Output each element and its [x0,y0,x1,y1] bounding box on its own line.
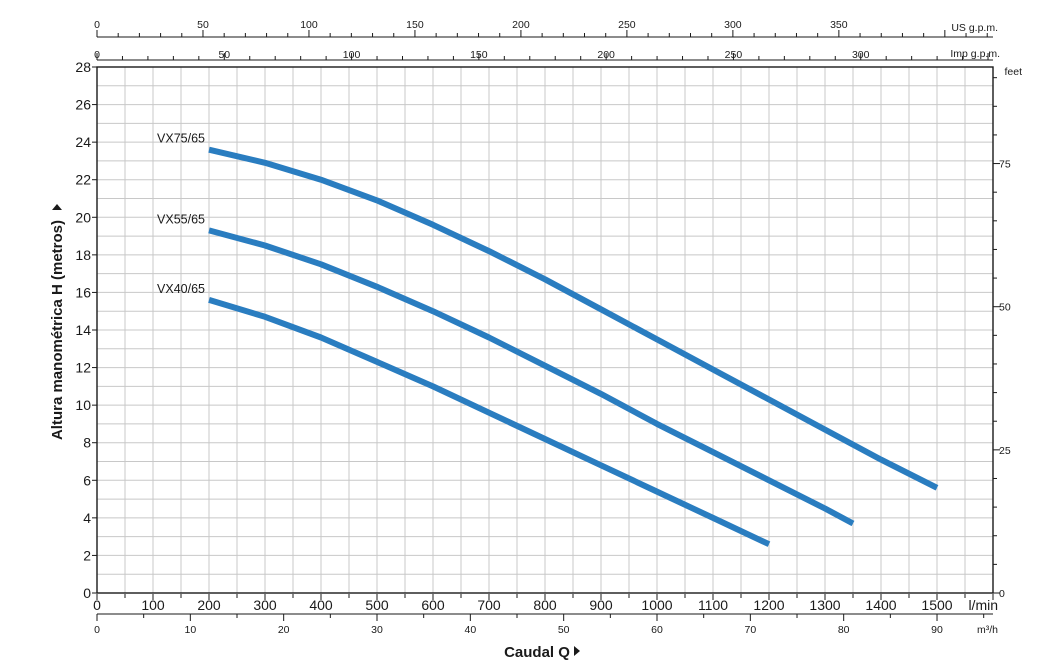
m3h-unit-label: m³/h [977,624,998,636]
x-tick-label: 0 [93,597,101,613]
series-line-0 [208,146,939,491]
m3h-tick-label: 20 [278,624,290,636]
m3h-tick-label: 40 [464,624,476,636]
x-unit-label: l/min [968,597,998,613]
x-tick-label: 700 [477,597,501,613]
m3h-tick-label: 50 [558,624,570,636]
feet-tick-label: 25 [999,445,1011,457]
x-tick-label: 800 [533,597,557,613]
x-tick-label: 1200 [753,597,784,613]
series-label-2: VX40/65 [157,282,205,296]
x-tick-label: 1500 [921,597,952,613]
imp-gpm-tick-label: 0 [94,49,100,61]
m3h-tick-label: 90 [931,624,943,636]
series-label-1: VX55/65 [157,212,205,226]
us-gpm-tick-label: 50 [197,19,209,31]
y-axis-title: Altura manométrica H (metros) [49,220,66,440]
y-tick-label: 10 [75,397,91,413]
series-label-0: VX75/65 [157,132,205,146]
feet-unit-label: feet [1004,66,1022,78]
feet-tick-label: 50 [999,302,1011,314]
imp-gpm-tick-label: 150 [470,49,488,61]
series-line-2 [208,297,771,547]
y-tick-label: 26 [75,97,91,113]
y-tick-label: 28 [75,59,91,75]
imp-gpm-unit-label: Imp g.p.m. [950,48,1000,60]
x-tick-label: 1300 [809,597,840,613]
y-tick-label: 22 [75,172,91,188]
x-tick-label: 1100 [698,597,728,613]
m3h-tick-label: 0 [94,624,100,636]
x-tick-label: 300 [253,597,277,613]
m3h-tick-label: 70 [745,624,757,636]
y-tick-label: 0 [83,585,91,601]
x-tick-label: 100 [141,597,165,613]
x-tick-label: 1400 [865,597,896,613]
us-gpm-tick-label: 0 [94,19,100,31]
y-tick-label: 4 [83,510,91,526]
imp-gpm-tick-label: 50 [218,49,230,61]
y-tick-label: 12 [75,360,91,376]
x-tick-label: 600 [421,597,445,613]
x-axis-title: Caudal Q [504,644,570,661]
us-gpm-tick-label: 200 [512,19,530,31]
feet-tick-label: 75 [999,159,1011,171]
us-gpm-tick-label: 350 [830,19,848,31]
x-tick-label: 400 [309,597,333,613]
m3h-tick-label: 80 [838,624,850,636]
y-axis-arrow-icon [52,204,62,210]
imp-gpm-tick-label: 200 [597,49,615,61]
y-tick-label: 18 [75,247,91,263]
us-gpm-tick-label: 100 [300,19,318,31]
y-tick-label: 6 [83,472,91,488]
m3h-tick-label: 10 [184,624,196,636]
series-line-1 [208,227,855,527]
m3h-tick-label: 30 [371,624,383,636]
y-tick-label: 20 [75,209,91,225]
us-gpm-tick-label: 300 [724,19,742,31]
imp-gpm-tick-label: 250 [725,49,743,61]
y-tick-label: 2 [83,547,91,563]
imp-gpm-tick-label: 300 [852,49,870,61]
y-tick-label: 24 [75,134,91,150]
y-tick-label: 8 [83,435,91,451]
imp-gpm-tick-label: 100 [343,49,361,61]
y-tick-label: 16 [75,284,91,300]
m3h-tick-label: 60 [651,624,663,636]
us-gpm-tick-label: 250 [618,19,636,31]
y-tick-label: 14 [75,322,91,338]
x-tick-label: 200 [197,597,221,613]
x-axis-arrow-icon [574,646,580,656]
x-tick-label: 500 [365,597,389,613]
x-tick-label: 900 [589,597,613,613]
x-tick-label: 1000 [641,597,672,613]
us-gpm-unit-label: US g.p.m. [951,22,998,34]
us-gpm-tick-label: 150 [406,19,424,31]
feet-tick-label: 0 [999,588,1005,600]
